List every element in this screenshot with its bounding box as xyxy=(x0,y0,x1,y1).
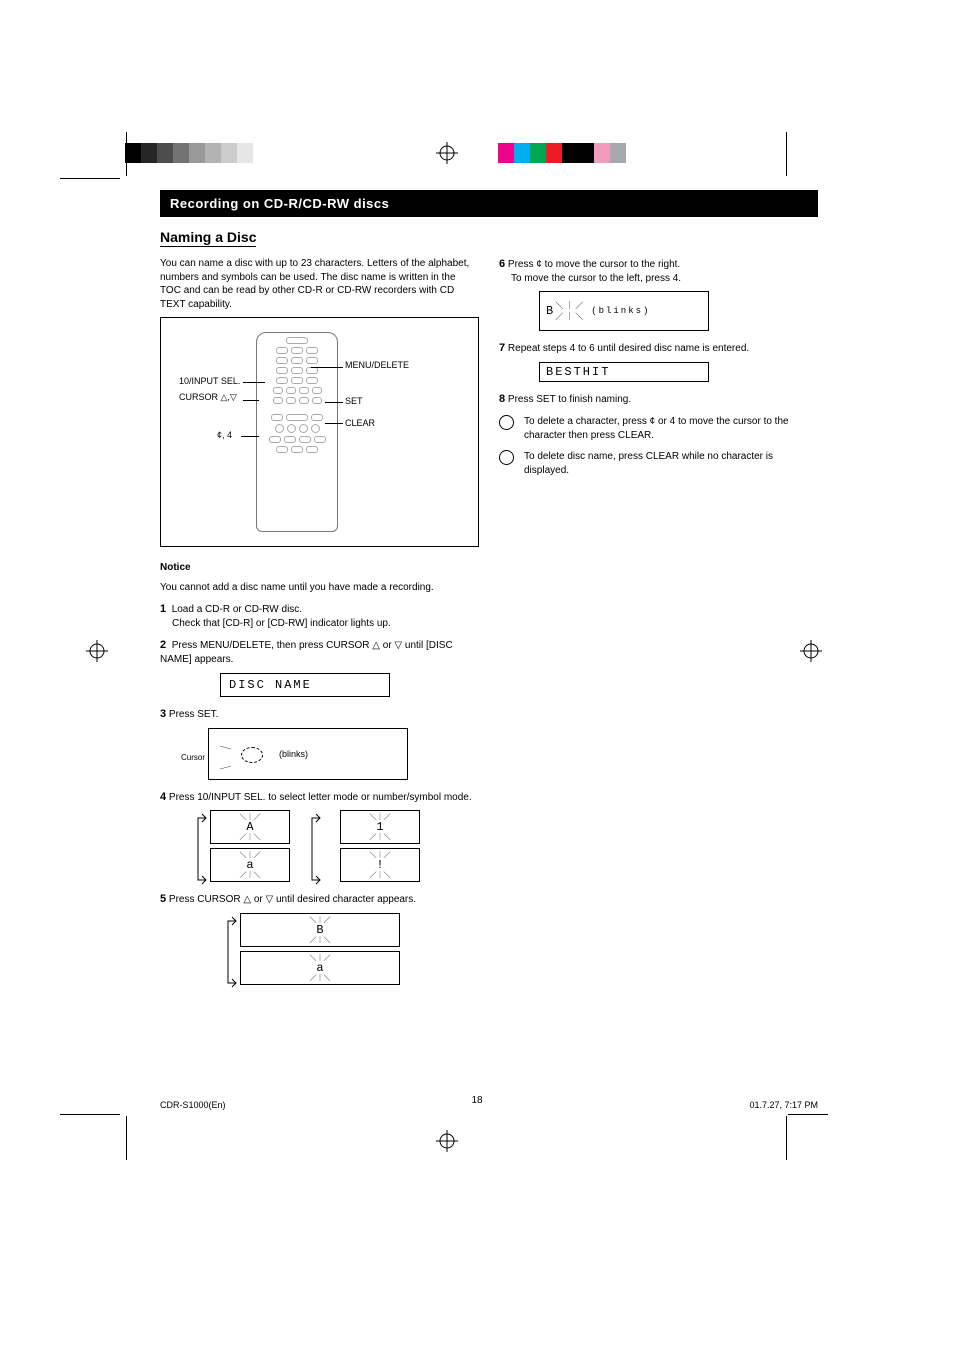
remote-label-menu: MENU/DELETE xyxy=(345,360,409,370)
remote-diagram: MENU/DELETE SET CLEAR CURSOR △,▽ 10/INPU… xyxy=(160,317,479,547)
color-calibration-strip xyxy=(498,143,626,163)
chapter-title-bar: Recording on CD-R/CD-RW discs xyxy=(160,190,818,217)
remote-label-set: SET xyxy=(345,396,363,406)
remote-label-clear: CLEAR xyxy=(345,418,375,428)
lcd-disc-name: DISC NAME xyxy=(220,673,390,697)
notice-text: You cannot add a disc name until you hav… xyxy=(160,581,479,595)
lcd-mode-1: ＼｜／1／｜＼ xyxy=(340,810,420,844)
remote-label-cursor: CURSOR △,▽ xyxy=(179,392,237,403)
crop-line xyxy=(126,132,127,176)
step-4-diagram: ＼｜／A／｜＼ ＼｜／a／｜＼ ＼｜／1／｜＼ ＼｜／!／｜＼ xyxy=(210,810,479,884)
step-4: 4 Press 10/INPUT SEL. to select letter m… xyxy=(160,790,479,805)
step-5-diagram: ＼｜／B／｜＼ ＼｜／a／｜＼ xyxy=(240,913,400,985)
remote-label-input-sel: 10/INPUT SEL. xyxy=(179,376,240,386)
intro-paragraph: You can name a disc with up to 23 charac… xyxy=(160,257,479,311)
step-7: 7 Repeat steps 4 to 6 until desired disc… xyxy=(499,341,818,356)
crop-line xyxy=(786,132,787,176)
step-1: 1 Load a CD-R or CD-RW disc. Check that … xyxy=(160,602,479,630)
cycle-arrow-icon xyxy=(224,915,238,989)
registration-mark-bottom xyxy=(436,1130,458,1152)
page-number: 18 xyxy=(0,1095,954,1106)
crop-line xyxy=(788,1114,828,1115)
lcd-step-7: BESTHIT xyxy=(539,362,709,382)
bullet-circle-icon xyxy=(499,415,514,430)
remote-body-outline xyxy=(256,332,338,532)
lcd-char-B: ＼｜／B／｜＼ xyxy=(240,913,400,947)
step-3: 3 Press SET. xyxy=(160,707,479,722)
lcd-mode-a: ＼｜／a／｜＼ xyxy=(210,848,290,882)
cycle-arrow-icon xyxy=(308,812,322,886)
tip-1: To delete a character, press ¢ or 4 to m… xyxy=(499,415,818,442)
cycle-arrow-icon xyxy=(194,812,208,886)
crop-line xyxy=(60,1114,120,1115)
lcd-step-6: B＼｜／／｜＼ (blinks) xyxy=(539,291,709,331)
registration-mark-top xyxy=(436,142,458,164)
grayscale-calibration-strip xyxy=(125,143,253,163)
crop-line xyxy=(786,1116,787,1160)
lcd-mode-A: ＼｜／A／｜＼ xyxy=(210,810,290,844)
remote-label-jog: ¢, 4 xyxy=(217,430,232,440)
lcd-cursor-diagram: Cursor ＼ ／ (blinks) xyxy=(208,728,408,780)
crop-line xyxy=(126,1116,127,1160)
lcd-mode-excl: ＼｜／!／｜＼ xyxy=(340,848,420,882)
step-5: 5 Press CURSOR △ or ▽ until desired char… xyxy=(160,892,479,907)
step-2: 2 Press MENU/DELETE, then press CURSOR △… xyxy=(160,638,479,666)
tip-2: To delete disc name, press CLEAR while n… xyxy=(499,450,818,477)
registration-mark-left xyxy=(86,640,108,662)
step-8: 8 Press SET to finish naming. xyxy=(499,392,818,407)
lcd-char-a: ＼｜／a／｜＼ xyxy=(240,951,400,985)
section-title: Naming a Disc xyxy=(160,229,256,247)
bullet-circle-icon xyxy=(499,450,514,465)
crop-line xyxy=(60,178,120,179)
step-6: 6 Press ¢ to move the cursor to the righ… xyxy=(499,257,818,285)
notice-heading: Notice xyxy=(160,561,479,575)
